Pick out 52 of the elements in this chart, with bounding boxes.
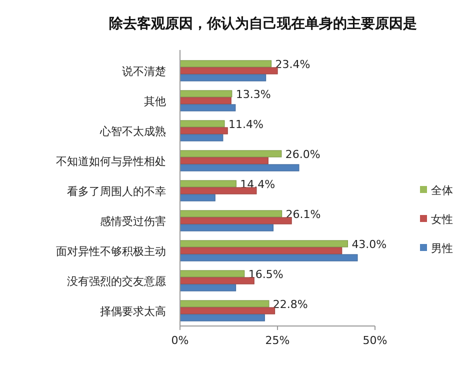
bar bbox=[180, 307, 276, 314]
bar bbox=[180, 277, 254, 284]
bar bbox=[180, 217, 292, 224]
bar bbox=[180, 164, 300, 172]
y-tick-label: 说不清楚 bbox=[122, 64, 166, 78]
x-tick-label: 25% bbox=[265, 334, 290, 347]
bar bbox=[180, 314, 265, 322]
bar bbox=[180, 120, 225, 128]
chart-title: 除去客观原因，你认为自己现在单身的主要原因是 bbox=[109, 15, 417, 32]
bar bbox=[180, 210, 282, 218]
data-label: 11.4% bbox=[228, 118, 264, 131]
data-label: 26.1% bbox=[286, 208, 321, 221]
bar bbox=[180, 224, 274, 232]
x-tick-label: 0% bbox=[171, 334, 189, 347]
data-label: 14.4% bbox=[240, 178, 276, 191]
bar bbox=[180, 134, 224, 142]
y-tick-label: 其他 bbox=[144, 94, 166, 108]
bar bbox=[180, 74, 266, 82]
y-tick-label: 择偶要求太高 bbox=[100, 304, 166, 318]
bar bbox=[180, 247, 342, 254]
bar bbox=[180, 127, 228, 134]
y-tick-label: 看多了周围人的不幸 bbox=[67, 184, 166, 198]
x-tick-label: 50% bbox=[362, 334, 388, 347]
y-tick-label: 感情受过伤害 bbox=[100, 214, 166, 228]
bar bbox=[180, 187, 257, 194]
bar bbox=[180, 180, 236, 188]
data-label: 16.5% bbox=[248, 268, 284, 281]
bar bbox=[180, 240, 348, 248]
y-tick-label: 心智不太成熟 bbox=[99, 124, 166, 138]
legend-label: 男性 bbox=[431, 242, 453, 255]
data-label: 23.4% bbox=[275, 58, 310, 71]
bar bbox=[180, 67, 278, 74]
bar bbox=[180, 97, 232, 104]
bar bbox=[180, 90, 232, 98]
bar bbox=[180, 300, 270, 308]
y-tick-label: 不知道如何与异性相处 bbox=[56, 154, 166, 168]
data-label: 26.0% bbox=[285, 148, 320, 161]
data-label: 22.8% bbox=[272, 298, 308, 311]
bar bbox=[180, 157, 268, 164]
bar bbox=[180, 194, 216, 202]
bar bbox=[180, 104, 236, 112]
bar bbox=[180, 150, 282, 158]
bar bbox=[180, 60, 272, 68]
data-label: 13.3% bbox=[236, 88, 271, 101]
legend-label: 女性 bbox=[431, 212, 453, 226]
bar bbox=[180, 254, 358, 262]
bar bbox=[180, 284, 236, 292]
legend-label: 全体 bbox=[431, 184, 453, 197]
bar bbox=[180, 270, 245, 278]
y-tick-label: 面对异性不够积极主动 bbox=[56, 244, 166, 258]
data-label: 43.0% bbox=[352, 238, 387, 251]
y-tick-label: 没有强烈的交友意愿 bbox=[67, 274, 166, 288]
